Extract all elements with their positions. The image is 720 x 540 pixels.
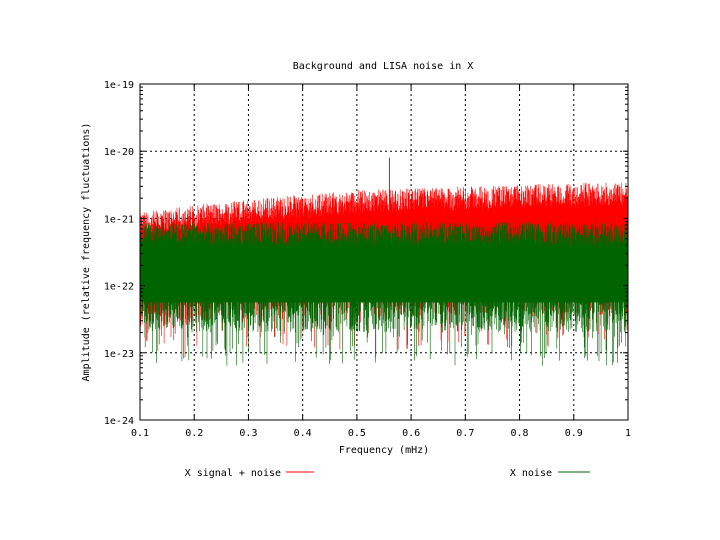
plot-frame: [139, 83, 629, 421]
chart-title: Background and LISA noise in X: [293, 61, 474, 72]
x-tick-label: 0.5: [348, 428, 366, 439]
y-tick-label: 1e-20: [104, 147, 134, 158]
noise-band: [140, 247, 628, 303]
x-tick-label: 0.9: [565, 428, 583, 439]
legend: X signal + noise X noise: [185, 468, 590, 479]
legend-label-noise: X noise: [510, 468, 552, 479]
y-axis-label: Amplitude (relative frequency fluctuatio…: [81, 123, 92, 382]
series-x-noise: [139, 222, 629, 366]
x-tick-label: 0.8: [511, 428, 529, 439]
x-tick-label: 0.3: [239, 428, 257, 439]
y-tick-label: 1e-23: [104, 349, 134, 360]
x-axis-label: Frequency (mHz): [339, 445, 429, 456]
x-tick-label: 0.1: [131, 428, 149, 439]
x-tick-label: 1: [625, 428, 631, 439]
x-tick-label: 0.4: [294, 428, 312, 439]
y-tick-label: 1e-21: [104, 214, 134, 225]
x-tick-label: 0.7: [456, 428, 474, 439]
axis-ticks: 0.1 0.2 0.3 0.4 0.5 0.6 0.7 0.8 0.9 1 1e-24 1e-23 1e…: [104, 80, 631, 439]
legend-label-signal: X signal + noise: [185, 468, 281, 479]
x-tick-label: 0.2: [185, 428, 203, 439]
y-tick-label: 1e-19: [104, 80, 134, 91]
y-tick-label: 1e-22: [104, 282, 134, 293]
x-tick-label: 0.6: [402, 428, 420, 439]
y-tick-label: 1e-24: [104, 416, 134, 427]
